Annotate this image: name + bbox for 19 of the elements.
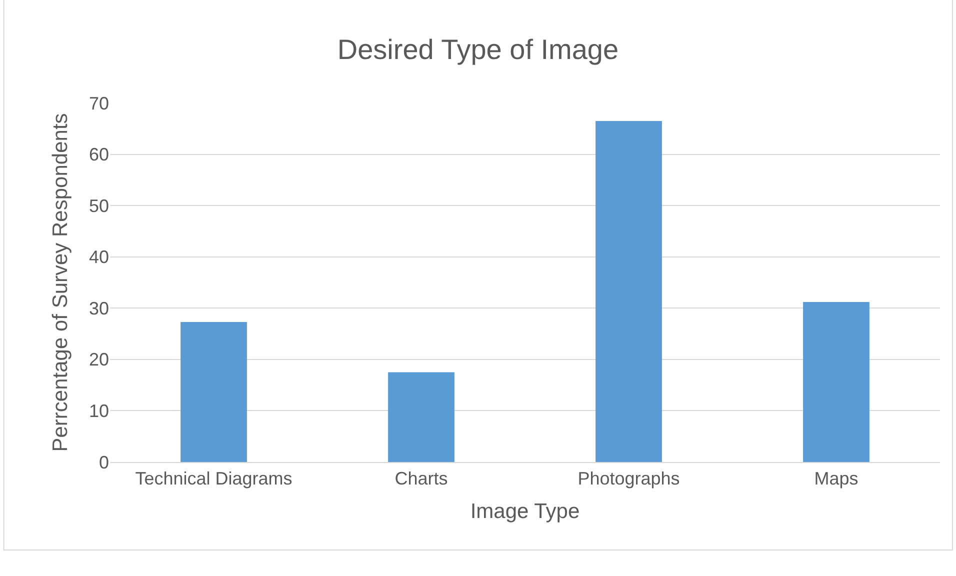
y-tick-label: 70 — [88, 93, 109, 114]
y-tick-label: 60 — [88, 144, 109, 165]
bar — [596, 120, 662, 462]
y-axis-title: Perrcentage of Survey Respondents — [49, 113, 72, 452]
x-tick-label: Maps — [814, 468, 858, 489]
bar — [180, 322, 247, 462]
y-tick-label: 10 — [88, 401, 109, 422]
bar — [803, 302, 870, 462]
x-axis-title: Image Type — [470, 500, 580, 523]
y-tick-label: 20 — [88, 350, 109, 370]
x-tick-label: Charts — [394, 468, 448, 489]
y-tick-label: 30 — [88, 298, 109, 318]
y-tick-label: 0 — [98, 452, 109, 472]
chart-title: Desired Type of Image — [337, 34, 619, 65]
x-tick-label: Technical Diagrams — [135, 468, 292, 489]
y-tick-label: 50 — [88, 196, 109, 216]
y-tick-label: 40 — [88, 247, 109, 268]
x-tick-label: Photographs — [578, 468, 680, 489]
bar — [388, 372, 454, 462]
